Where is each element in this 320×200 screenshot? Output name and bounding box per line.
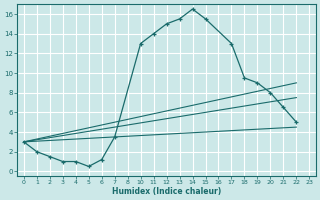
X-axis label: Humidex (Indice chaleur): Humidex (Indice chaleur) <box>112 187 221 196</box>
